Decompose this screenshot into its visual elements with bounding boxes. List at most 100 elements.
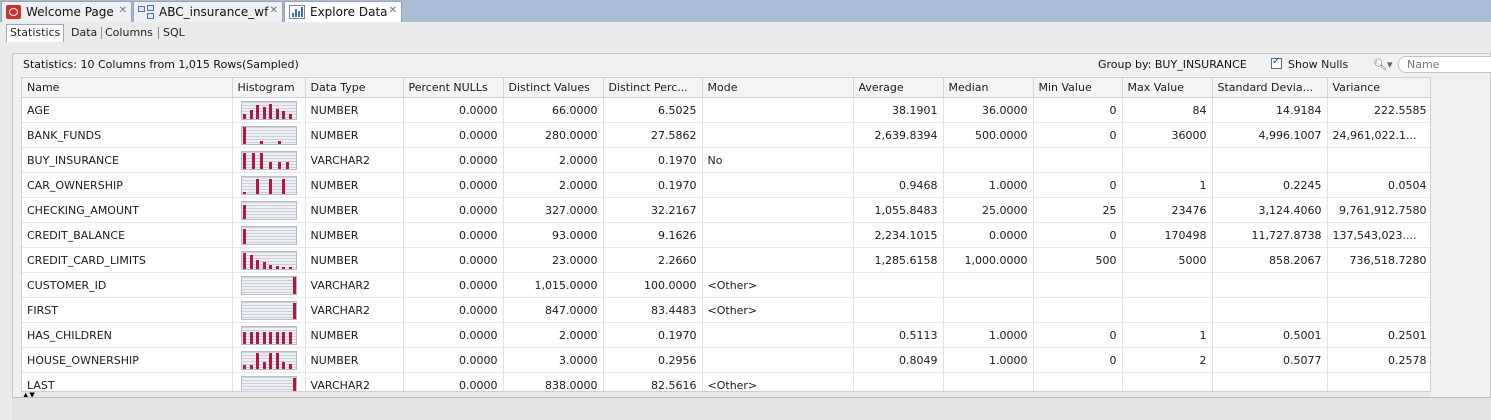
cell-median: 1.0000 bbox=[943, 347, 1034, 373]
cell-min bbox=[1033, 297, 1123, 323]
cell-max bbox=[1122, 297, 1213, 323]
table-row[interactable]: CUSTOMER_ID VARCHAR2 0.0000 1,015.0000 100.0… bbox=[22, 272, 1430, 298]
cell-std bbox=[1212, 272, 1328, 298]
cell-name: CREDIT_CARD_LIMITS bbox=[22, 247, 233, 273]
cell-name: BUY_INSURANCE bbox=[22, 147, 233, 173]
cell-std bbox=[1212, 372, 1328, 391]
table-header-row: Name Histogram Data Type Percent NULLs D… bbox=[22, 78, 1430, 98]
workflow-icon bbox=[138, 5, 154, 19]
cell-std bbox=[1212, 147, 1328, 173]
histogram-cell bbox=[232, 272, 306, 298]
cell-distinct: 66.0000 bbox=[503, 97, 604, 123]
cell-avg: 2,639.8394 bbox=[853, 122, 944, 148]
tab-explore-data[interactable]: Explore Data ✕ bbox=[284, 1, 402, 22]
tab-label: ABC_insurance_wf bbox=[159, 5, 269, 19]
table-row[interactable]: HAS_CHILDREN NUMBER 0.0000 2.0000 0.1970 0.51… bbox=[22, 322, 1430, 348]
cell-pnull: 0.0000 bbox=[403, 147, 504, 173]
table-row[interactable]: CREDIT_BALANCE NUMBER 0.0000 93.0000 9.1626 2… bbox=[22, 222, 1430, 248]
cell-pnull: 0.0000 bbox=[403, 97, 504, 123]
column-header-min-value[interactable]: Min Value bbox=[1033, 78, 1123, 98]
cell-distinct: 2.0000 bbox=[503, 147, 604, 173]
table-row[interactable]: CREDIT_CARD_LIMITS NUMBER 0.0000 23.0000 2.2… bbox=[22, 247, 1430, 273]
tab-welcome-page[interactable]: Welcome Page ✕ bbox=[1, 1, 132, 22]
column-header-percent-nulls[interactable]: Percent NULLs bbox=[403, 78, 504, 98]
oracle-icon bbox=[6, 5, 21, 19]
cell-type: NUMBER bbox=[305, 172, 404, 198]
cell-avg: 1,055.8483 bbox=[853, 197, 944, 223]
histogram-chart bbox=[240, 125, 297, 145]
tab-abc-insurance-wf[interactable]: ABC_insurance_wf ✕ bbox=[133, 1, 283, 22]
histogram-bar bbox=[281, 110, 285, 119]
cell-median: 1.0000 bbox=[943, 172, 1034, 198]
column-header-name[interactable]: Name bbox=[22, 78, 233, 98]
column-header-distinct-percent[interactable]: Distinct Perc... bbox=[603, 78, 703, 98]
close-icon[interactable]: ✕ bbox=[269, 5, 278, 16]
statistics-summary: Statistics: 10 Columns from 1,015 Rows(S… bbox=[23, 58, 299, 71]
column-header-std-dev[interactable]: Standard Devia... bbox=[1212, 78, 1328, 98]
histogram-bar bbox=[277, 161, 281, 169]
column-header-average[interactable]: Average bbox=[853, 78, 944, 98]
histogram-chart bbox=[240, 175, 297, 195]
cell-distinct: 1,015.0000 bbox=[503, 272, 604, 298]
cell-var: 222.5585 bbox=[1327, 97, 1430, 123]
cell-min: 0 bbox=[1033, 122, 1123, 148]
histogram-bar bbox=[242, 126, 246, 144]
column-header-max-value[interactable]: Max Value bbox=[1122, 78, 1213, 98]
table-row[interactable]: CHECKING_AMOUNT NUMBER 0.0000 327.0000 32.21… bbox=[22, 197, 1430, 223]
cell-std: 11,727.8738 bbox=[1212, 222, 1328, 248]
table-row[interactable]: LAST VARCHAR2 0.0000 838.0000 82.5616 <Other> bbox=[22, 372, 1430, 391]
histogram-bar bbox=[268, 178, 272, 194]
cell-mode bbox=[702, 322, 854, 348]
cell-distinct: 2.0000 bbox=[503, 172, 604, 198]
tab-statistics[interactable]: Statistics bbox=[6, 24, 65, 42]
column-header-mode[interactable]: Mode bbox=[702, 78, 854, 98]
cell-dpct: 100.0000 bbox=[603, 272, 703, 298]
tab-columns[interactable]: Columns bbox=[105, 26, 153, 39]
histogram-bar bbox=[292, 302, 296, 319]
show-nulls-checkbox[interactable] bbox=[1271, 56, 1282, 69]
tab-separator bbox=[158, 27, 159, 39]
collapse-arrows-icon[interactable]: ▲▼ bbox=[23, 391, 36, 399]
histogram-chart bbox=[240, 275, 297, 295]
column-header-distinct-values[interactable]: Distinct Values bbox=[503, 78, 604, 98]
search-icon[interactable]: 🔍︎▾ bbox=[1373, 58, 1393, 71]
tab-data[interactable]: Data bbox=[71, 26, 98, 39]
cell-median bbox=[943, 272, 1034, 298]
cell-type: NUMBER bbox=[305, 347, 404, 373]
cell-var: 0.0504 bbox=[1327, 172, 1430, 198]
cell-var: 137,543,023.... bbox=[1327, 222, 1430, 248]
cell-var: 24,961,022.1... bbox=[1327, 122, 1430, 148]
table-row[interactable]: AGE NUMBER 0.0000 66.0000 6.5025 38.1901 36.00… bbox=[22, 97, 1430, 123]
cell-name: CHECKING_AMOUNT bbox=[22, 197, 233, 223]
close-icon[interactable]: ✕ bbox=[388, 5, 397, 16]
cell-max: 84 bbox=[1122, 97, 1213, 123]
column-header-data-type[interactable]: Data Type bbox=[305, 78, 404, 98]
cell-type: NUMBER bbox=[305, 122, 404, 148]
table-row[interactable]: BANK_FUNDS NUMBER 0.0000 280.0000 27.5862 2,6… bbox=[22, 122, 1430, 148]
group-by-label[interactable]: Group by: BUY_INSURANCE bbox=[1098, 58, 1247, 71]
close-icon[interactable]: ✕ bbox=[118, 5, 127, 16]
table-row[interactable]: CAR_OWNERSHIP NUMBER 0.0000 2.0000 0.1970 0.9… bbox=[22, 172, 1430, 198]
cell-var: 0.2501 bbox=[1327, 322, 1430, 348]
table-row[interactable]: FIRST VARCHAR2 0.0000 847.0000 83.4483 <Other… bbox=[22, 297, 1430, 323]
search-input[interactable] bbox=[1398, 56, 1491, 73]
cell-var bbox=[1327, 297, 1430, 323]
cell-pnull: 0.0000 bbox=[403, 322, 504, 348]
cell-median: 500.0000 bbox=[943, 122, 1034, 148]
cell-dpct: 0.1970 bbox=[603, 322, 703, 348]
table-row[interactable]: BUY_INSURANCE VARCHAR2 0.0000 2.0000 0.1970 N… bbox=[22, 147, 1430, 173]
cell-median: 36.0000 bbox=[943, 97, 1034, 123]
cell-mode bbox=[702, 172, 854, 198]
column-header-median[interactable]: Median bbox=[943, 78, 1034, 98]
cell-dpct: 9.1626 bbox=[603, 222, 703, 248]
tab-sql[interactable]: SQL bbox=[163, 26, 185, 39]
cell-type: VARCHAR2 bbox=[305, 147, 404, 173]
cell-dpct: 0.1970 bbox=[603, 147, 703, 173]
tab-label: Welcome Page bbox=[26, 5, 114, 19]
histogram-chart bbox=[240, 325, 297, 345]
column-header-histogram[interactable]: Histogram bbox=[232, 78, 306, 98]
cell-mode bbox=[702, 347, 854, 373]
cell-mode bbox=[702, 122, 854, 148]
table-row[interactable]: HOUSE_OWNERSHIP NUMBER 0.0000 3.0000 0.2956 0… bbox=[22, 347, 1430, 373]
column-header-variance[interactable]: Variance bbox=[1327, 78, 1430, 98]
